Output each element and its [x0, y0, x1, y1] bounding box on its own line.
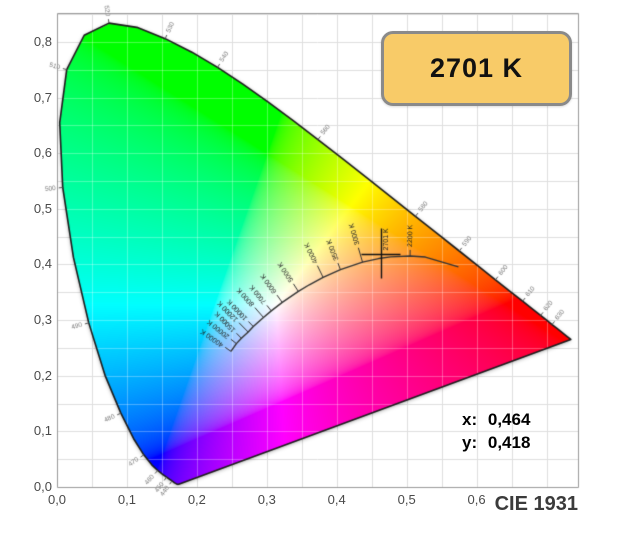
y-tick-label: 0,8: [33, 33, 52, 49]
y-tick-label: 0,3: [33, 312, 52, 328]
y-tick-label: 0,7: [33, 89, 52, 105]
x-readout-label: x:: [462, 410, 478, 429]
y-tick-label: 0,4: [33, 256, 52, 272]
y-tick-label: 0,0: [33, 479, 52, 494]
y-tick-label: 0,2: [33, 367, 52, 383]
y-tick-label: 0,5: [33, 200, 52, 216]
y-readout: y: 0,418: [462, 431, 530, 454]
y-readout-label: y:: [462, 433, 478, 452]
x-tick-label: 0,3: [257, 492, 276, 507]
xy-readout: x: 0,464 y: 0,418: [462, 408, 530, 454]
x-readout: x: 0,464: [462, 408, 530, 431]
y-tick-label: 0,6: [33, 145, 52, 161]
y-tick-label: 0,1: [33, 423, 52, 439]
x-tick-label: 0,2: [187, 492, 206, 507]
diagram-title: CIE 1931: [494, 493, 578, 515]
cct-badge: 2701 K: [381, 31, 572, 106]
cct-badge-label: 2701 K: [429, 53, 524, 83]
x-tick-label: 0,1: [117, 492, 136, 507]
y-readout-value: 0,418: [487, 433, 531, 452]
x-tick-label: 0,5: [397, 492, 416, 507]
x-tick-label: 0,6: [467, 492, 486, 507]
x-tick-label: 0,4: [327, 492, 346, 507]
x-tick-label: 0,0: [47, 492, 67, 507]
x-readout-value: 0,464: [487, 410, 531, 429]
